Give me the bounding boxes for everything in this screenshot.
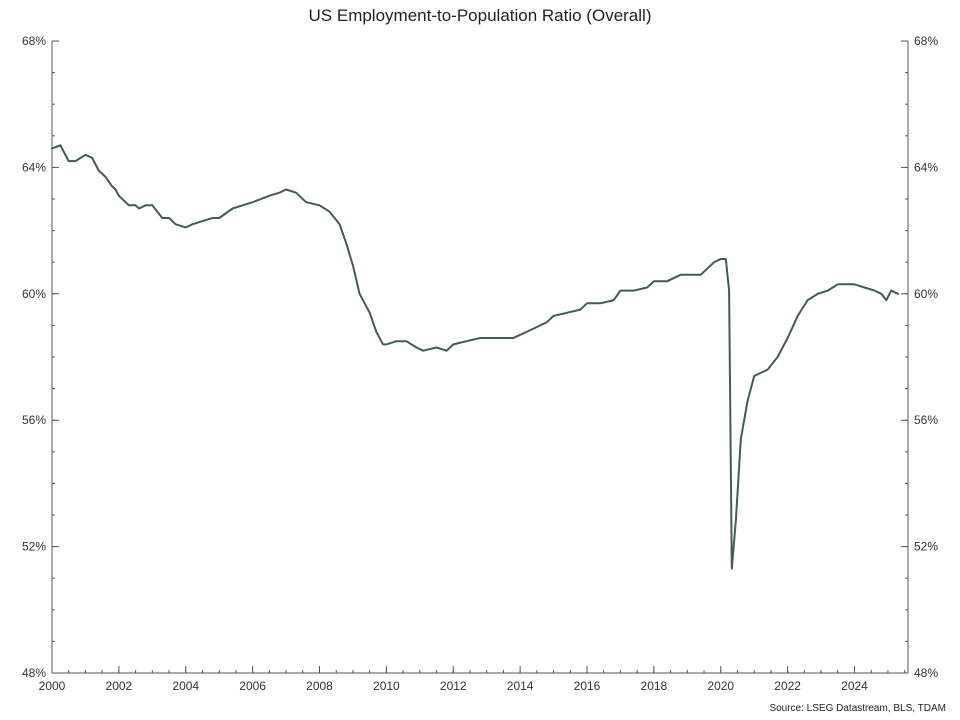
y-tick-label-left: 52% <box>22 540 46 554</box>
x-tick-label: 2008 <box>306 679 333 693</box>
x-tick-label: 2024 <box>841 679 868 693</box>
source-note: Source: LSEG Datastream, BLS, TDAM <box>769 703 946 714</box>
series-line <box>51 144 899 570</box>
x-tick-label: 2004 <box>172 679 199 693</box>
x-tick-label: 2020 <box>707 679 734 693</box>
axes <box>51 41 909 674</box>
y-tick-label-left: 64% <box>22 160 46 174</box>
x-tick-label: 2014 <box>507 679 534 693</box>
ticks <box>51 40 908 674</box>
y-tick-label-right: 48% <box>914 666 938 680</box>
chart-title: US Employment-to-Population Ratio (Overa… <box>308 6 652 25</box>
y-tick-label-left: 56% <box>22 413 46 427</box>
y-tick-label-right: 56% <box>914 413 938 427</box>
y-tick-label-left: 60% <box>22 287 46 301</box>
x-tick-label: 2022 <box>774 679 801 693</box>
y-tick-label-right: 64% <box>914 160 938 174</box>
x-tick-label: 2006 <box>239 679 266 693</box>
x-tick-label: 2018 <box>641 679 668 693</box>
y-tick-label-left: 48% <box>22 666 46 680</box>
x-tick-label: 2016 <box>574 679 601 693</box>
x-tick-label: 2002 <box>106 679 133 693</box>
y-tick-label-right: 60% <box>914 287 938 301</box>
x-tick-label: 2000 <box>39 679 66 693</box>
y-tick-label-right: 52% <box>914 540 938 554</box>
tick-labels: 48% 48% 52% 52% 56% 56% 60% 60% 64% 64% 68% 68% 2000… <box>22 34 938 693</box>
y-tick-label-right: 68% <box>914 34 938 48</box>
x-tick-label: 2012 <box>440 679 467 693</box>
x-tick-label: 2010 <box>373 679 400 693</box>
y-tick-label-left: 68% <box>22 34 46 48</box>
